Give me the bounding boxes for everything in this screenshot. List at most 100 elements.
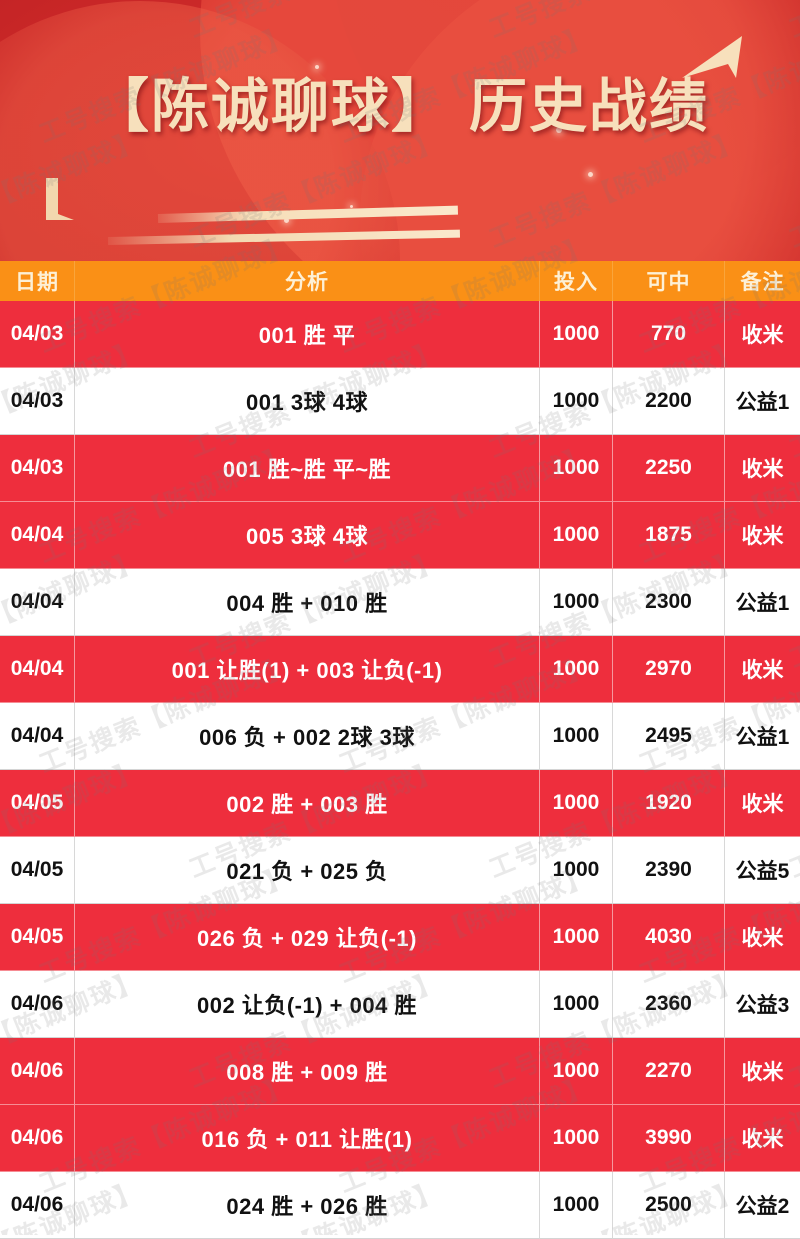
column-header-date: 日期 bbox=[0, 261, 75, 301]
cell-note: 收米 bbox=[725, 1038, 800, 1105]
cell-date: 04/06 bbox=[0, 971, 75, 1038]
table-row[interactable]: 04/04 004 胜 + 010 胜 1000 2300 公益1 bbox=[0, 569, 800, 636]
table-row[interactable]: 04/04 006 负 + 002 2球 3球 1000 2495 公益1 bbox=[0, 703, 800, 770]
cell-note: 公益1 bbox=[725, 368, 800, 435]
cell-date: 04/03 bbox=[0, 301, 75, 368]
column-header-hit: 可中 bbox=[613, 261, 725, 301]
cell-hit: 2390 bbox=[613, 837, 725, 904]
cell-date: 04/03 bbox=[0, 368, 75, 435]
cell-analysis: 001 让胜(1) + 003 让负(-1) bbox=[75, 636, 540, 703]
sparkle-dot bbox=[588, 172, 593, 177]
cell-hit: 770 bbox=[613, 301, 725, 368]
table-row[interactable]: 04/04 005 3球 4球 1000 1875 收米 bbox=[0, 502, 800, 569]
cell-note: 收米 bbox=[725, 435, 800, 502]
table-row[interactable]: 04/03 001 胜~胜 平~胜 1000 2250 收米 bbox=[0, 435, 800, 502]
table-row[interactable]: 04/06 016 负 + 011 让胜(1) 1000 3990 收米 bbox=[0, 1105, 800, 1172]
cell-note: 收米 bbox=[725, 502, 800, 569]
cell-analysis: 021 负 + 025 负 bbox=[75, 837, 540, 904]
cell-analysis: 016 负 + 011 让胜(1) bbox=[75, 1105, 540, 1172]
table-row[interactable]: 04/06 002 让负(-1) + 004 胜 1000 2360 公益3 bbox=[0, 971, 800, 1038]
cell-invest: 1000 bbox=[540, 636, 613, 703]
cell-hit: 2500 bbox=[613, 1172, 725, 1239]
cell-analysis: 002 胜 + 003 胜 bbox=[75, 770, 540, 837]
cell-analysis: 006 负 + 002 2球 3球 bbox=[75, 703, 540, 770]
cell-note: 收米 bbox=[725, 636, 800, 703]
cell-note: 收米 bbox=[725, 770, 800, 837]
cell-analysis: 001 胜~胜 平~胜 bbox=[75, 435, 540, 502]
cell-invest: 1000 bbox=[540, 1172, 613, 1239]
cell-invest: 1000 bbox=[540, 569, 613, 636]
cell-date: 04/04 bbox=[0, 502, 75, 569]
cell-analysis: 008 胜 + 009 胜 bbox=[75, 1038, 540, 1105]
cell-invest: 1000 bbox=[540, 904, 613, 971]
cell-note: 公益3 bbox=[725, 971, 800, 1038]
cell-date: 04/06 bbox=[0, 1172, 75, 1239]
cell-hit: 2970 bbox=[613, 636, 725, 703]
cell-invest: 1000 bbox=[540, 1038, 613, 1105]
column-header-invest: 投入 bbox=[540, 261, 613, 301]
cell-analysis: 001 3球 4球 bbox=[75, 368, 540, 435]
banner-swirl-bottomright bbox=[360, 0, 800, 261]
sparkle-dot bbox=[556, 127, 562, 133]
page-title: 【陈诚聊球】 历史战绩 bbox=[90, 74, 710, 139]
cell-hit: 3990 bbox=[613, 1105, 725, 1172]
chevron-up-right-icon bbox=[680, 34, 750, 86]
table-row[interactable]: 04/04 001 让胜(1) + 003 让负(-1) 1000 2970 收米 bbox=[0, 636, 800, 703]
cell-date: 04/04 bbox=[0, 703, 75, 770]
cell-date: 04/04 bbox=[0, 569, 75, 636]
table-row[interactable]: 04/05 002 胜 + 003 胜 1000 1920 收米 bbox=[0, 770, 800, 837]
cell-hit: 2360 bbox=[613, 971, 725, 1038]
left-bracket-icon bbox=[42, 178, 76, 222]
table-body: 04/03 001 胜 平 1000 770 收米 04/03 001 3球 4球 1000 2… bbox=[0, 301, 800, 1239]
sparkle-dot bbox=[284, 218, 289, 223]
cell-date: 04/04 bbox=[0, 636, 75, 703]
cell-note: 收米 bbox=[725, 904, 800, 971]
cell-note: 收米 bbox=[725, 301, 800, 368]
cell-hit: 4030 bbox=[613, 904, 725, 971]
cell-date: 04/06 bbox=[0, 1038, 75, 1105]
table-row[interactable]: 04/05 026 负 + 029 让负(-1) 1000 4030 收米 bbox=[0, 904, 800, 971]
cell-analysis: 005 3球 4球 bbox=[75, 502, 540, 569]
cell-date: 04/05 bbox=[0, 837, 75, 904]
table-row[interactable]: 04/03 001 3球 4球 1000 2200 公益1 bbox=[0, 368, 800, 435]
cell-note: 收米 bbox=[725, 1105, 800, 1172]
table-row[interactable]: 04/06 024 胜 + 026 胜 1000 2500 公益2 bbox=[0, 1172, 800, 1239]
cell-note: 公益2 bbox=[725, 1172, 800, 1239]
cell-hit: 1875 bbox=[613, 502, 725, 569]
column-header-note: 备注 bbox=[740, 271, 785, 294]
cell-analysis: 024 胜 + 026 胜 bbox=[75, 1172, 540, 1239]
cell-invest: 1000 bbox=[540, 837, 613, 904]
column-header-analysis: 分析 bbox=[75, 261, 540, 301]
cell-invest: 1000 bbox=[540, 971, 613, 1038]
history-record-table: 日期 分析 投入 可中 备注 04/03 001 胜 平 1000 770 收米 04/0… bbox=[0, 261, 800, 1239]
cell-invest: 1000 bbox=[540, 435, 613, 502]
table-row[interactable]: 04/05 021 负 + 025 负 1000 2390 公益5 bbox=[0, 837, 800, 904]
cell-hit: 2270 bbox=[613, 1038, 725, 1105]
cell-hit: 2300 bbox=[613, 569, 725, 636]
table-row[interactable]: 04/03 001 胜 平 1000 770 收米 bbox=[0, 301, 800, 368]
sparkle-dot bbox=[315, 65, 319, 69]
table-row[interactable]: 04/06 008 胜 + 009 胜 1000 2270 收米 bbox=[0, 1038, 800, 1105]
cell-invest: 1000 bbox=[540, 368, 613, 435]
cell-analysis: 026 负 + 029 让负(-1) bbox=[75, 904, 540, 971]
cell-invest: 1000 bbox=[540, 1105, 613, 1172]
hero-banner: 【陈诚聊球】 历史战绩 bbox=[0, 0, 800, 261]
cell-note: 公益5 bbox=[725, 837, 800, 904]
cell-hit: 2250 bbox=[613, 435, 725, 502]
cell-hit: 1920 bbox=[613, 770, 725, 837]
cell-date: 04/05 bbox=[0, 904, 75, 971]
cell-hit: 2200 bbox=[613, 368, 725, 435]
cell-analysis: 002 让负(-1) + 004 胜 bbox=[75, 971, 540, 1038]
cell-note: 公益1 bbox=[725, 703, 800, 770]
cell-date: 04/03 bbox=[0, 435, 75, 502]
cell-invest: 1000 bbox=[540, 502, 613, 569]
cell-analysis: 001 胜 平 bbox=[75, 301, 540, 368]
cell-date: 04/05 bbox=[0, 770, 75, 837]
cell-hit: 2495 bbox=[613, 703, 725, 770]
sparkle-dot bbox=[350, 205, 353, 208]
cell-analysis: 004 胜 + 010 胜 bbox=[75, 569, 540, 636]
cell-invest: 1000 bbox=[540, 301, 613, 368]
cell-invest: 1000 bbox=[540, 770, 613, 837]
cell-invest: 1000 bbox=[540, 703, 613, 770]
cell-note: 公益1 bbox=[725, 569, 800, 636]
